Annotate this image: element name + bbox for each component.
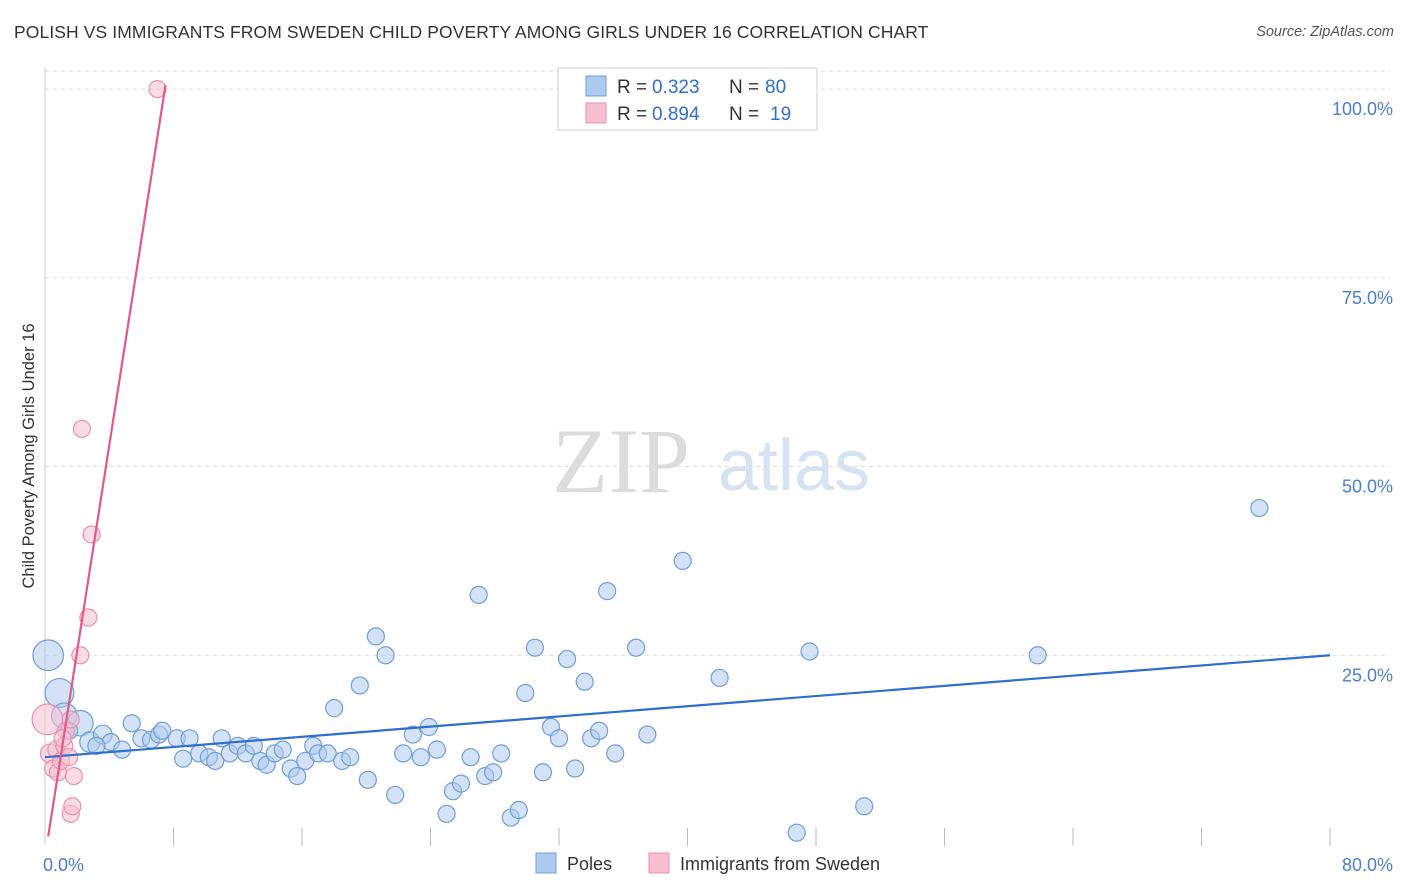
point-poles-8 <box>122 714 141 733</box>
point-poles-74 <box>800 642 819 661</box>
legend-swatch-sweden <box>585 102 607 124</box>
point-poles-71 <box>673 551 692 571</box>
point-poles-40 <box>376 646 395 665</box>
point-poles-66 <box>590 721 609 740</box>
point-poles-69 <box>626 638 646 657</box>
point-sweden-8 <box>59 748 79 767</box>
legend-r-label-poles: R = <box>617 77 647 98</box>
point-poles-38 <box>358 770 377 789</box>
legend-n-label-sweden: N = <box>729 104 759 125</box>
point-poles-39 <box>366 627 385 646</box>
point-poles-64 <box>575 672 594 691</box>
point-poles-77 <box>1250 498 1269 518</box>
point-poles-76 <box>1028 646 1047 665</box>
point-poles-63 <box>565 759 585 778</box>
point-poles-34 <box>325 699 344 718</box>
watermark-zip: ZIP <box>552 410 690 512</box>
point-sweden-14 <box>72 419 92 438</box>
point-poles-62 <box>557 649 577 669</box>
point-poles-46 <box>427 740 447 759</box>
point-poles-54 <box>492 744 511 763</box>
x-tick-label-0: 0.0% <box>43 855 84 875</box>
point-poles-43 <box>403 725 422 744</box>
trend-line-poles <box>44 654 1331 759</box>
point-poles-47 <box>437 804 456 823</box>
point-poles-75 <box>855 797 874 816</box>
point-poles-0 <box>32 639 65 672</box>
point-poles-42 <box>394 744 413 763</box>
point-poles-37 <box>350 676 369 695</box>
point-poles-61 <box>549 729 569 748</box>
point-poles-14 <box>174 749 193 768</box>
point-poles-67 <box>598 582 617 601</box>
legend-n-value-poles: 80 <box>765 77 786 98</box>
legend-n-value-sweden: 19 <box>770 104 791 125</box>
point-poles-56 <box>509 800 528 820</box>
point-poles-53 <box>484 763 503 782</box>
trend-line-sweden <box>47 85 167 837</box>
y-tick-label-2: 75.0% <box>1342 288 1393 308</box>
point-sweden-12 <box>64 766 84 786</box>
trend-lines <box>44 85 1331 837</box>
bottom-legend-swatch-sweden <box>648 852 670 874</box>
point-poles-29 <box>288 766 307 786</box>
y-tick-label-0: 25.0% <box>1342 665 1393 685</box>
point-poles-12 <box>153 721 172 740</box>
correlation-legend: R = 0.323 N = 80 R = 0.894 N = 19 <box>557 67 818 131</box>
point-poles-44 <box>411 748 430 767</box>
point-poles-36 <box>341 748 360 767</box>
y-tick-label-1: 50.0% <box>1342 477 1393 497</box>
grid-lines <box>45 70 1390 656</box>
point-poles-73 <box>787 823 806 842</box>
point-poles-41 <box>386 785 405 805</box>
legend-r-label-sweden: R = <box>617 104 647 125</box>
x-tick-label-1: 80.0% <box>1342 855 1393 875</box>
point-poles-79 <box>87 736 106 755</box>
point-poles-50 <box>461 748 480 767</box>
legend-n-label-poles: N = <box>729 77 759 98</box>
series-legend: Poles Immigrants from Sweden <box>535 852 880 874</box>
bottom-legend-label-poles: Poles <box>567 854 612 874</box>
tick-marks <box>173 828 1331 846</box>
point-sweden-16 <box>82 525 101 544</box>
y-axis-label: Child Poverty Among Girls Under 16 <box>20 323 38 588</box>
watermark-atlas: atlas <box>718 426 870 506</box>
legend-swatch-poles <box>585 75 607 97</box>
bottom-legend-label-sweden: Immigrants from Sweden <box>680 854 880 874</box>
legend-r-value-sweden: 0.894 <box>652 104 700 125</box>
y-tick-label-3: 100.0% <box>1332 99 1393 119</box>
point-poles-59 <box>533 763 553 782</box>
source-label: Source: ZipAtlas.com <box>1256 24 1394 40</box>
point-poles-33 <box>318 744 337 763</box>
legend-r-value-poles: 0.323 <box>652 77 700 98</box>
point-poles-51 <box>469 585 488 604</box>
point-poles-27 <box>273 740 292 759</box>
point-poles-49 <box>451 774 471 793</box>
tick-labels: 25.0% 50.0% 75.0% 100.0% 0.0% 80.0% <box>43 99 1393 875</box>
point-sweden-11 <box>63 797 82 816</box>
bottom-legend-swatch-poles <box>535 852 557 874</box>
point-poles-68 <box>606 744 625 763</box>
point-sweden-13 <box>71 646 90 665</box>
point-poles-57 <box>516 683 535 703</box>
point-poles-70 <box>638 725 657 744</box>
chart-title: POLISH VS IMMIGRANTS FROM SWEDEN CHILD P… <box>14 22 929 42</box>
point-poles-72 <box>710 668 729 688</box>
point-poles-58 <box>525 638 545 657</box>
point-poles-18 <box>206 751 225 771</box>
